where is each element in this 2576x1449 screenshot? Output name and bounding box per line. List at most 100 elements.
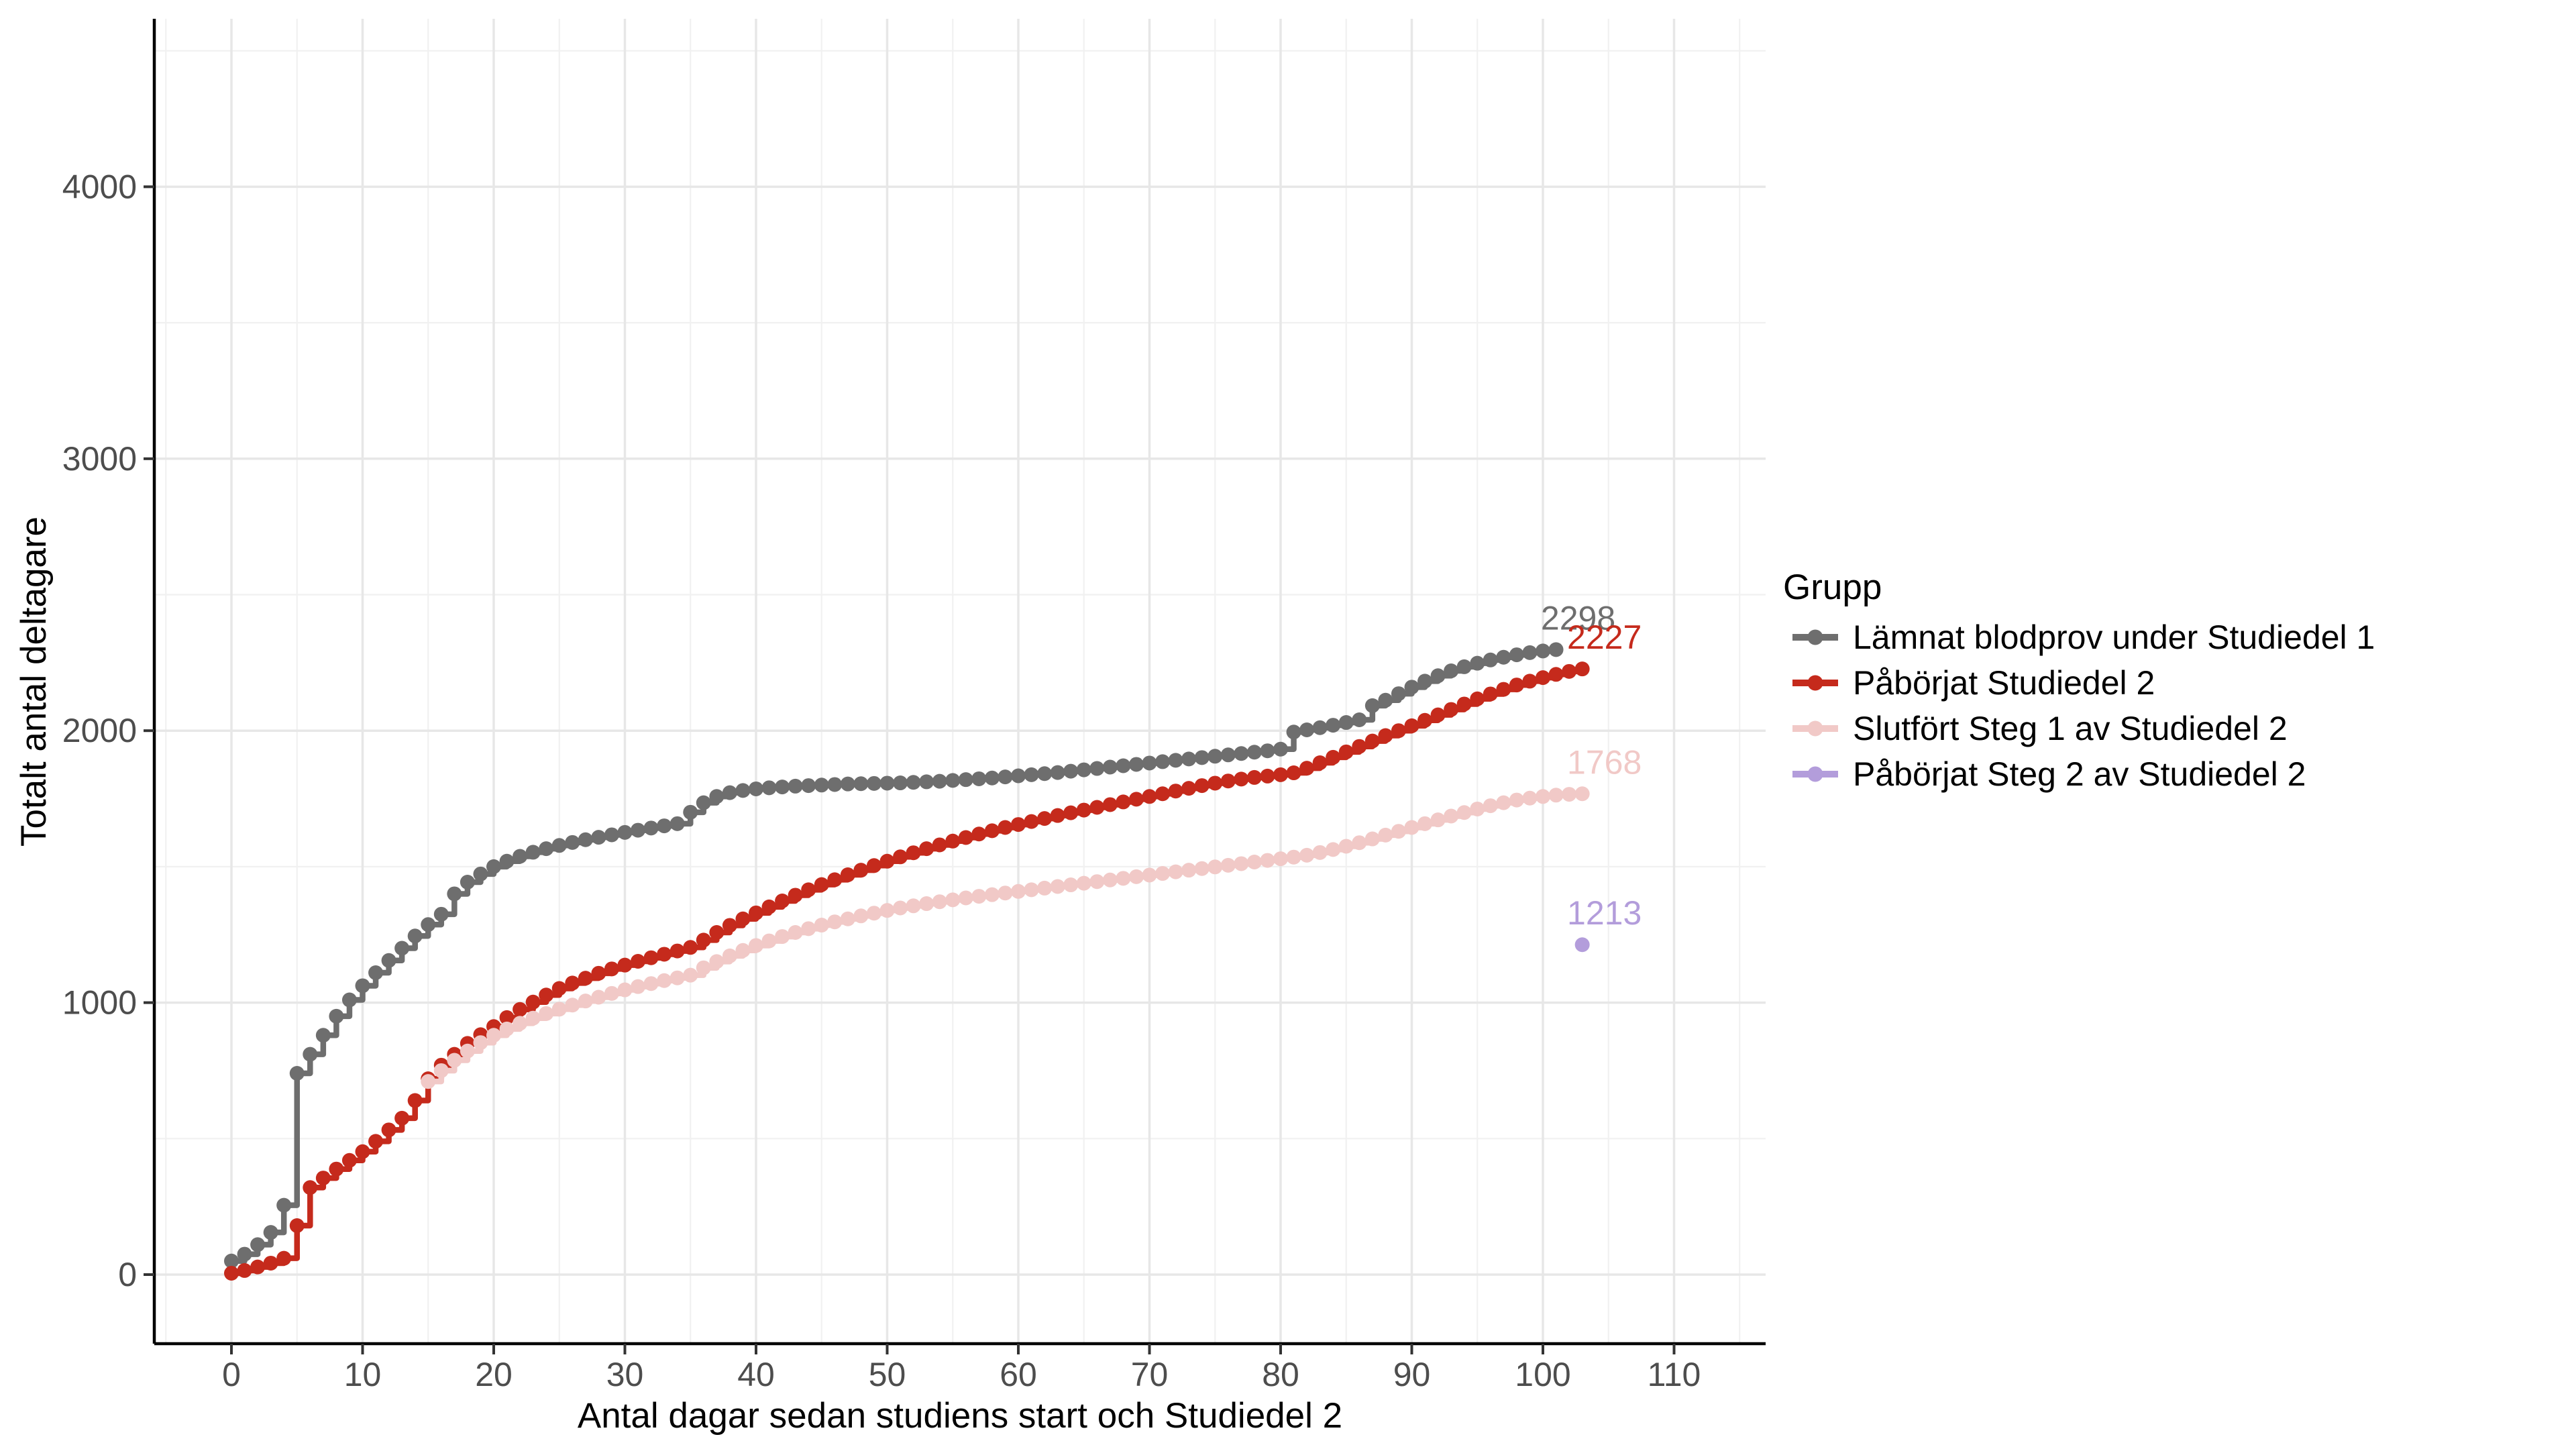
data-point	[263, 1225, 278, 1240]
data-point	[447, 886, 462, 902]
data-point	[657, 818, 672, 834]
data-point	[1483, 798, 1498, 814]
data-point	[1076, 875, 1091, 891]
data-point	[315, 1028, 331, 1043]
y-tick-label: 1000	[62, 984, 137, 1022]
data-point	[1456, 659, 1472, 674]
axes	[152, 19, 1766, 1346]
data-point	[657, 973, 672, 988]
data-point	[591, 989, 606, 1005]
data-point	[329, 1008, 344, 1024]
data-point	[1024, 767, 1039, 782]
data-point	[1194, 778, 1210, 794]
data-point	[513, 1016, 528, 1031]
data-point	[1364, 733, 1380, 749]
x-tick-label: 90	[1393, 1356, 1431, 1393]
data-point	[998, 885, 1013, 901]
data-point	[499, 853, 515, 869]
tick-labels: 0 1000 2000 3000 4000 0 10 20 30 40 50 60 70 80 90 100 1…	[62, 168, 1701, 1393]
data-point	[473, 1035, 488, 1051]
data-point	[565, 975, 580, 991]
data-point	[893, 849, 908, 865]
data-point	[669, 816, 685, 831]
legend-item-label: Slutfört Steg 1 av Studiedel 2	[1853, 710, 2288, 747]
data-point	[1037, 766, 1053, 782]
x-axis-title: Antal dagar sedan studiens start och Stu…	[578, 1396, 1342, 1436]
data-point	[1338, 839, 1354, 854]
data-point	[669, 943, 685, 959]
data-point	[433, 906, 449, 922]
data-point	[814, 918, 829, 933]
data-point	[1208, 749, 1223, 764]
data-point	[486, 859, 501, 874]
data-point	[1548, 667, 1564, 682]
data-point	[421, 1074, 436, 1089]
legend-key-point-icon	[1807, 629, 1823, 645]
data-point	[460, 875, 475, 890]
series-layer	[224, 642, 1590, 1281]
data-point	[998, 769, 1013, 785]
data-point	[1352, 835, 1367, 851]
data-point	[525, 1010, 541, 1026]
data-point	[643, 820, 659, 836]
data-point	[984, 770, 1000, 786]
data-point	[709, 789, 724, 804]
data-point	[1456, 805, 1472, 820]
data-point	[1522, 790, 1538, 806]
data-point	[827, 872, 843, 888]
data-point	[1037, 880, 1053, 896]
data-point	[631, 822, 646, 838]
data-point	[945, 773, 961, 788]
data-point	[1312, 755, 1328, 771]
data-point	[761, 933, 777, 949]
data-point	[407, 928, 423, 944]
data-point	[722, 918, 737, 933]
data-point	[1234, 771, 1249, 787]
series-1	[224, 661, 1590, 1281]
data-point	[866, 858, 881, 873]
data-point	[722, 785, 737, 800]
data-point	[1338, 715, 1354, 731]
data-point	[1536, 789, 1550, 804]
data-point	[1089, 800, 1105, 815]
data-point	[788, 925, 803, 941]
data-point	[355, 1144, 370, 1159]
data-point	[551, 838, 567, 853]
data-point	[276, 1197, 292, 1213]
data-point	[591, 965, 606, 981]
series-2	[421, 786, 1590, 1089]
data-point	[1037, 811, 1053, 826]
series-end-value-label: 2227	[1567, 619, 1642, 656]
data-point	[669, 970, 685, 985]
data-point	[1417, 816, 1433, 831]
data-point	[513, 849, 528, 864]
tick-marks	[144, 185, 1676, 1354]
data-point	[657, 947, 672, 962]
data-point	[1496, 682, 1511, 697]
data-point	[1155, 866, 1171, 881]
data-point	[919, 841, 934, 857]
data-point	[250, 1237, 266, 1252]
data-point	[932, 894, 947, 910]
data-point	[1509, 792, 1524, 808]
data-point	[1522, 674, 1538, 689]
legend-key-point-icon	[1807, 720, 1823, 737]
data-point	[1509, 647, 1524, 663]
data-point	[1128, 869, 1144, 884]
y-axis-title: Totalt antal deltagare	[14, 517, 54, 847]
data-point	[775, 893, 790, 908]
data-point	[958, 830, 973, 845]
data-point	[565, 835, 580, 850]
data-point	[749, 781, 763, 796]
data-point	[303, 1046, 318, 1062]
x-tick-label: 110	[1648, 1356, 1701, 1393]
data-point	[840, 776, 855, 792]
data-point	[617, 957, 633, 973]
data-point	[315, 1171, 331, 1186]
x-tick-label: 100	[1515, 1356, 1570, 1393]
legend: Grupp Lämnat blodprov under Studiedel 1 …	[1783, 568, 2375, 793]
data-point	[1050, 808, 1065, 823]
data-point	[1102, 759, 1118, 775]
data-point	[578, 971, 593, 986]
data-point	[919, 774, 934, 790]
